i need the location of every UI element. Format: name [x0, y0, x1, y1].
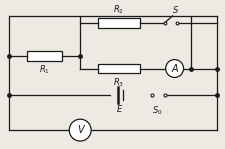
Text: E: E: [116, 105, 121, 114]
Text: $S_0$: $S_0$: [152, 104, 162, 117]
Text: $R_2$: $R_2$: [113, 3, 124, 16]
Text: $R_3$: $R_3$: [113, 76, 124, 89]
FancyBboxPatch shape: [98, 18, 139, 28]
Circle shape: [69, 119, 91, 141]
Text: V: V: [76, 125, 83, 135]
FancyBboxPatch shape: [26, 51, 62, 60]
Text: A: A: [171, 63, 177, 73]
Text: S: S: [172, 6, 178, 15]
Circle shape: [165, 60, 183, 77]
Text: $R_1$: $R_1$: [39, 63, 50, 76]
FancyBboxPatch shape: [98, 63, 139, 73]
